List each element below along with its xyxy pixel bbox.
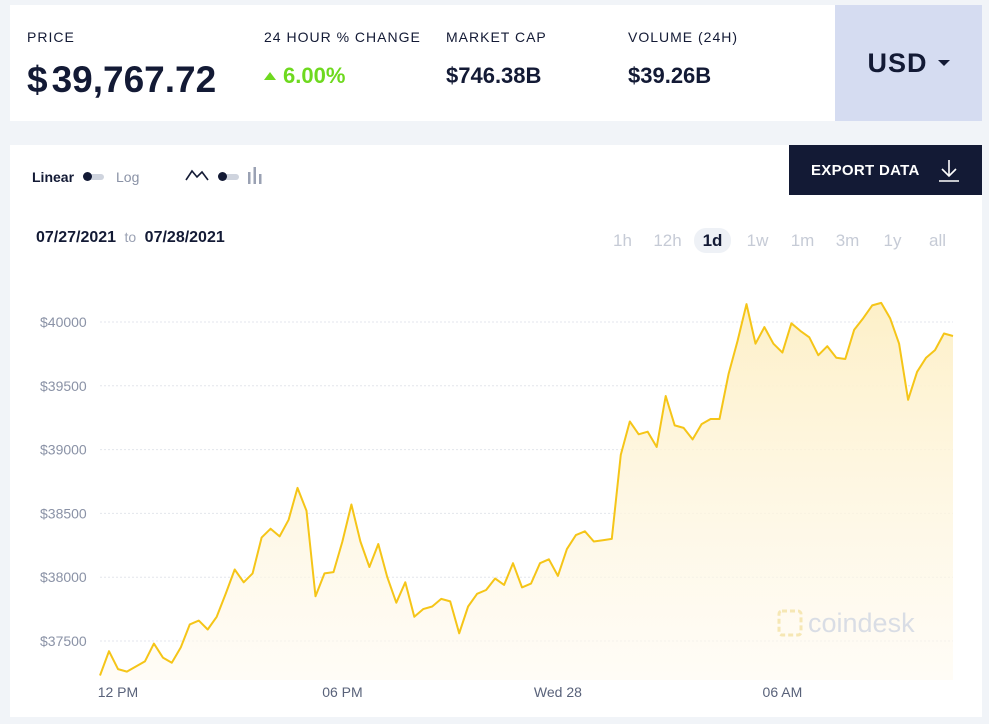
x-tick-label: 12 PM [98, 684, 138, 700]
range-12h[interactable]: 12h [653, 231, 682, 250]
date-from[interactable]: 07/27/2021 [36, 229, 117, 246]
volume-value: $39.26B [628, 63, 712, 88]
chart-type-toggle[interactable] [218, 172, 240, 181]
watermark-text: coindesk [808, 608, 915, 638]
price-line [99, 301, 954, 676]
coindesk-logo-icon [777, 609, 803, 637]
chart-panel: $37500 $38000 $38500 $39000 $39500 $40000 12 … [10, 145, 982, 717]
price-value: $39,767.72 [27, 59, 216, 101]
price-currency-symbol: $ [27, 59, 48, 100]
chart-toolbar: Linear Log [32, 166, 263, 189]
stats-bar: PRICE $39,767.72 24 HOUR % CHANGE 6.00% … [10, 5, 982, 121]
line-chart-icon[interactable] [185, 168, 210, 187]
y-tick-label: $37500 [40, 633, 87, 649]
linear-scale-label[interactable]: Linear [32, 169, 75, 185]
range-1m[interactable]: 1m [790, 231, 815, 250]
x-tick-label: 06 PM [322, 684, 362, 700]
date-to-word: to [124, 229, 137, 245]
price-chart: $37500 $38000 $38500 $39000 $39500 $40000 12 … [40, 301, 954, 700]
y-tick-label: $38500 [40, 505, 87, 521]
chevron-down-icon [937, 60, 950, 66]
range-1w[interactable]: 1w [746, 231, 769, 250]
date-to[interactable]: 07/28/2021 [144, 229, 225, 246]
price-label: PRICE [27, 29, 75, 45]
range-1d[interactable]: 1d [694, 228, 731, 253]
range-1h[interactable]: 1h [613, 231, 632, 250]
market-cap-label: MARKET CAP [446, 29, 547, 45]
y-tick-label: $39500 [40, 378, 87, 394]
change-value: 6.00% [264, 63, 345, 89]
download-icon [939, 160, 959, 182]
y-tick-label: $39000 [40, 442, 87, 458]
change-amount: 6.00% [283, 63, 346, 88]
y-tick-label: $40000 [40, 314, 87, 330]
x-axis-labels: 12 PM 06 PM Wed 28 06 AM [98, 684, 803, 700]
date-range: 07/27/2021 to 07/28/2021 [36, 229, 225, 247]
volume-label: VOLUME (24H) [628, 29, 739, 45]
export-data-button[interactable]: EXPORT DATA [789, 145, 982, 195]
bar-chart-icon[interactable] [247, 166, 263, 189]
log-scale-label[interactable]: Log [116, 169, 140, 185]
price-amount: 39,767.72 [51, 59, 217, 100]
y-tick-label: $38000 [40, 569, 87, 585]
change-label: 24 HOUR % CHANGE [264, 29, 421, 45]
export-data-label: EXPORT DATA [811, 161, 920, 179]
currency-label: USD [867, 47, 928, 78]
scale-toggle[interactable] [83, 172, 105, 181]
range-1y[interactable]: 1y [883, 231, 902, 250]
time-range-selector: 1h 12h 1d 1w 1m 3m 1y all [600, 228, 960, 253]
coindesk-watermark: coindesk [777, 608, 915, 638]
range-all[interactable]: all [928, 231, 946, 250]
price-area [100, 302, 953, 680]
up-arrow-icon [264, 72, 276, 80]
currency-selector[interactable]: USD [835, 5, 982, 121]
x-tick-label: Wed 28 [534, 684, 582, 700]
market-cap-value: $746.38B [446, 63, 542, 88]
x-tick-label: 06 AM [763, 684, 803, 700]
range-3m[interactable]: 3m [835, 231, 860, 250]
y-axis-labels: $37500 $38000 $38500 $39000 $39500 $40000 [40, 314, 87, 649]
